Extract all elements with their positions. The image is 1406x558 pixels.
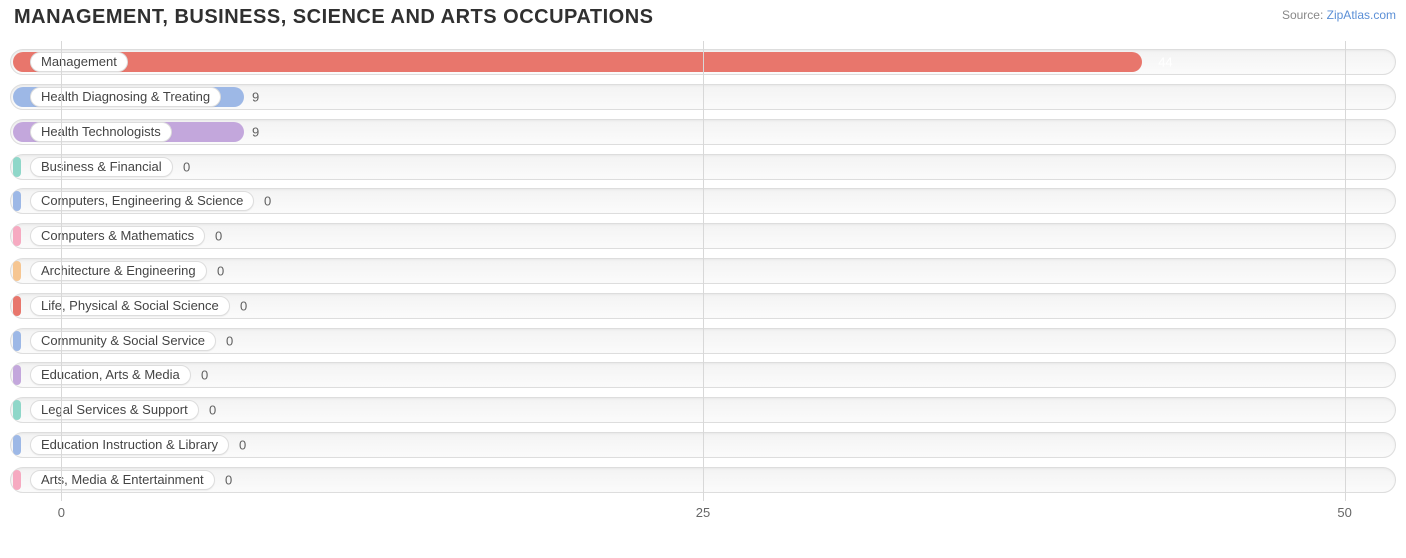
gridline bbox=[1345, 41, 1346, 501]
bar-label-pill: Legal Services & Support bbox=[30, 400, 199, 420]
bar-label-pill: Education Instruction & Library bbox=[30, 435, 229, 455]
bar-fill bbox=[13, 191, 21, 211]
bar-fill bbox=[13, 226, 21, 246]
bar-label-pill: Computers & Mathematics bbox=[30, 226, 205, 246]
source-prefix: Source: bbox=[1282, 8, 1327, 22]
bar-label-pill: Management bbox=[30, 52, 128, 72]
bar-fill bbox=[13, 400, 21, 420]
bar-value: 0 bbox=[215, 229, 222, 244]
bar-label-pill: Life, Physical & Social Science bbox=[30, 296, 230, 316]
bar-value: 0 bbox=[239, 437, 246, 452]
x-tick: 50 bbox=[1337, 505, 1351, 520]
chart-area: 44 Management 9 Health Diagnosing & Treatin… bbox=[10, 41, 1396, 529]
bar-fill bbox=[13, 331, 21, 351]
bar-fill bbox=[13, 52, 1142, 72]
bar-fill bbox=[13, 470, 21, 490]
bar-fill bbox=[13, 365, 21, 385]
bar-label-pill: Community & Social Service bbox=[30, 331, 216, 351]
bar-fill bbox=[13, 157, 21, 177]
bar-fill bbox=[13, 435, 21, 455]
gridline bbox=[703, 41, 704, 501]
bar-value: 0 bbox=[226, 333, 233, 348]
x-axis: 0 25 50 bbox=[10, 505, 1396, 529]
bar-value: 44 bbox=[1158, 55, 1172, 70]
chart-title: MANAGEMENT, BUSINESS, SCIENCE AND ARTS O… bbox=[14, 6, 653, 29]
bar-fill bbox=[13, 261, 21, 281]
bar-value: 0 bbox=[240, 298, 247, 313]
chart-plot: 44 Management 9 Health Diagnosing & Treatin… bbox=[10, 41, 1396, 501]
bar-value: 0 bbox=[217, 263, 224, 278]
bar-value: 0 bbox=[201, 368, 208, 383]
chart-header: MANAGEMENT, BUSINESS, SCIENCE AND ARTS O… bbox=[0, 0, 1406, 35]
gridline bbox=[61, 41, 62, 501]
x-tick: 25 bbox=[696, 505, 710, 520]
bar-label-pill: Health Diagnosing & Treating bbox=[30, 87, 221, 107]
x-tick: 0 bbox=[58, 505, 65, 520]
bar-label-pill: Architecture & Engineering bbox=[30, 261, 207, 281]
bar-label-pill: Business & Financial bbox=[30, 157, 173, 177]
bar-value: 9 bbox=[252, 124, 259, 139]
bar-value: 0 bbox=[225, 472, 232, 487]
bar-value: 0 bbox=[209, 403, 216, 418]
bar-label-pill: Arts, Media & Entertainment bbox=[30, 470, 215, 490]
bar-value: 0 bbox=[264, 194, 271, 209]
bar-label-pill: Health Technologists bbox=[30, 122, 172, 142]
bar-label-pill: Computers, Engineering & Science bbox=[30, 191, 254, 211]
bar-value: 9 bbox=[252, 90, 259, 105]
source-link[interactable]: ZipAtlas.com bbox=[1327, 8, 1396, 22]
bar-label-pill: Education, Arts & Media bbox=[30, 365, 191, 385]
bar-fill bbox=[13, 296, 21, 316]
chart-source: Source: ZipAtlas.com bbox=[1282, 6, 1396, 22]
bar-value: 0 bbox=[183, 159, 190, 174]
